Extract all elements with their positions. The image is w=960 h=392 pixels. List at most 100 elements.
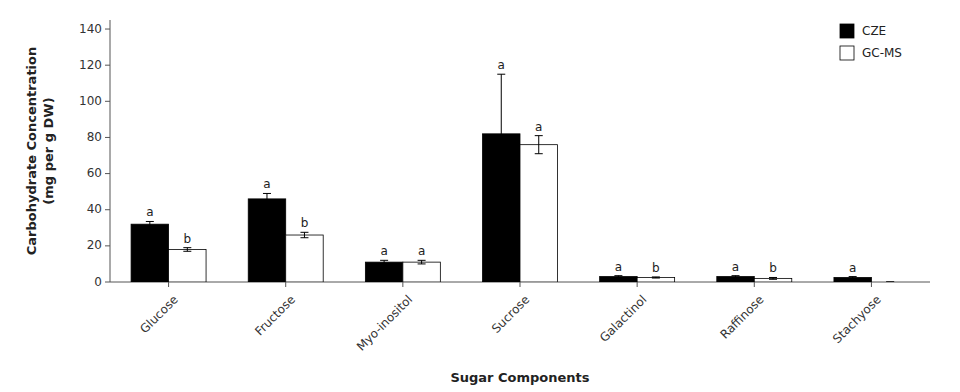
y-tick-label: 0 xyxy=(94,275,102,289)
error-bar xyxy=(380,260,388,264)
x-tick xyxy=(871,282,872,287)
x-tick-label: Galactinol xyxy=(597,292,650,345)
y-tick-label: 120 xyxy=(79,58,102,72)
bar xyxy=(131,224,168,282)
bar xyxy=(248,199,285,282)
error-bar xyxy=(300,232,308,237)
legend-label: GC-MS xyxy=(862,46,902,60)
error-bar xyxy=(652,277,660,278)
error-bar-cap xyxy=(263,204,271,205)
y-tick-label: 60 xyxy=(87,166,102,180)
y-tick-label: 100 xyxy=(79,94,102,108)
significance-letter: a xyxy=(380,244,387,258)
error-bar-cap xyxy=(380,260,388,261)
y-tick-label: 20 xyxy=(87,238,102,252)
error-bar xyxy=(146,221,154,226)
error-bar-cap xyxy=(732,275,740,276)
bar xyxy=(520,145,557,282)
error-bar-cap xyxy=(652,278,660,279)
y-tick-label: 40 xyxy=(87,202,102,216)
bar xyxy=(754,278,791,282)
error-bar-cap xyxy=(886,282,894,283)
bar xyxy=(871,282,908,283)
error-bar-cap xyxy=(300,232,308,233)
error-bar xyxy=(497,74,505,193)
y-tick-label: 140 xyxy=(79,22,102,36)
x-tick xyxy=(402,282,403,287)
error-bar-stem xyxy=(149,221,150,226)
x-tick xyxy=(168,282,169,287)
y-tick xyxy=(105,137,110,138)
bar xyxy=(717,277,754,282)
error-bar-stem xyxy=(187,248,188,252)
x-tick-label: Stachyose xyxy=(830,292,884,346)
error-bar xyxy=(849,277,857,279)
error-bar-cap xyxy=(418,260,426,261)
error-bar-cap xyxy=(769,279,777,280)
error-bar xyxy=(769,277,777,279)
error-bar xyxy=(886,282,894,283)
bar xyxy=(600,277,637,282)
error-bar-cap xyxy=(146,226,154,227)
x-tick xyxy=(520,282,521,287)
error-bar-cap xyxy=(146,221,154,222)
significance-letter: a xyxy=(615,260,622,274)
significance-letter: a xyxy=(535,120,542,134)
legend-swatch xyxy=(840,46,854,60)
y-tick xyxy=(105,65,110,66)
series-1 xyxy=(169,136,895,282)
error-bar-cap xyxy=(849,278,857,279)
bar xyxy=(365,262,402,282)
error-bar-stem xyxy=(501,74,502,193)
x-tick-label: Fructose xyxy=(252,292,298,338)
error-bar-cap xyxy=(732,277,740,278)
error-bar-cap xyxy=(652,276,660,277)
significance-letter: a xyxy=(498,58,505,72)
x-tick xyxy=(754,282,755,287)
error-bar-stem xyxy=(384,260,385,264)
x-tick xyxy=(637,282,638,287)
error-bar-stem xyxy=(538,136,539,154)
significance-letter: b xyxy=(301,216,309,230)
x-tick-label: Raffinose xyxy=(717,292,766,341)
significance-letter: a xyxy=(263,177,270,191)
x-tick-label: Myo-inositol xyxy=(354,292,415,353)
x-tick-label: Sucrose xyxy=(489,292,532,335)
bar xyxy=(169,249,206,282)
y-tick xyxy=(105,29,110,30)
error-bar-cap xyxy=(263,193,271,194)
y-tick xyxy=(105,282,110,283)
significance-letter: a xyxy=(849,261,856,275)
error-bar-cap xyxy=(535,153,543,154)
legend-swatch xyxy=(840,24,854,38)
chart-svg: 0 20 40 60 80 100 120 140 Carbohydrate Concentra… xyxy=(0,0,960,392)
y-tick xyxy=(105,173,110,174)
y-axis-title: Carbohydrate Concentration(mg per g DW) xyxy=(24,47,56,256)
x-axis-title: Sugar Components xyxy=(450,370,589,385)
y-axis: 0 20 40 60 80 100 120 140 xyxy=(79,20,110,289)
bar xyxy=(403,262,440,282)
legend: CZEGC-MS xyxy=(840,24,902,61)
significance-letter: a xyxy=(418,244,425,258)
significance-labels: aaaaaaabbaabb xyxy=(146,58,856,275)
y-tick-label: 80 xyxy=(87,130,102,144)
x-axis: GlucoseFructoseMyo-inositolSucroseGalact… xyxy=(110,282,930,354)
error-bar xyxy=(614,276,622,278)
series-0 xyxy=(131,74,871,282)
y-tick xyxy=(105,209,110,210)
error-bar-cap xyxy=(380,263,388,264)
bar xyxy=(286,235,323,282)
error-bar xyxy=(183,248,191,252)
error-bar-cap xyxy=(535,135,543,136)
error-bar-cap xyxy=(418,263,426,264)
error-bar-cap xyxy=(183,251,191,252)
y-axis-title-line: Carbohydrate Concentration xyxy=(24,47,39,256)
error-bar-cap xyxy=(497,74,505,75)
y-axis-title-line: (mg per g DW) xyxy=(41,97,56,204)
plot-area xyxy=(131,74,894,282)
y-tick xyxy=(105,245,110,246)
error-bar xyxy=(732,276,740,278)
error-bar-cap xyxy=(497,193,505,194)
error-bar-cap xyxy=(769,277,777,278)
error-bar-cap xyxy=(614,275,622,276)
